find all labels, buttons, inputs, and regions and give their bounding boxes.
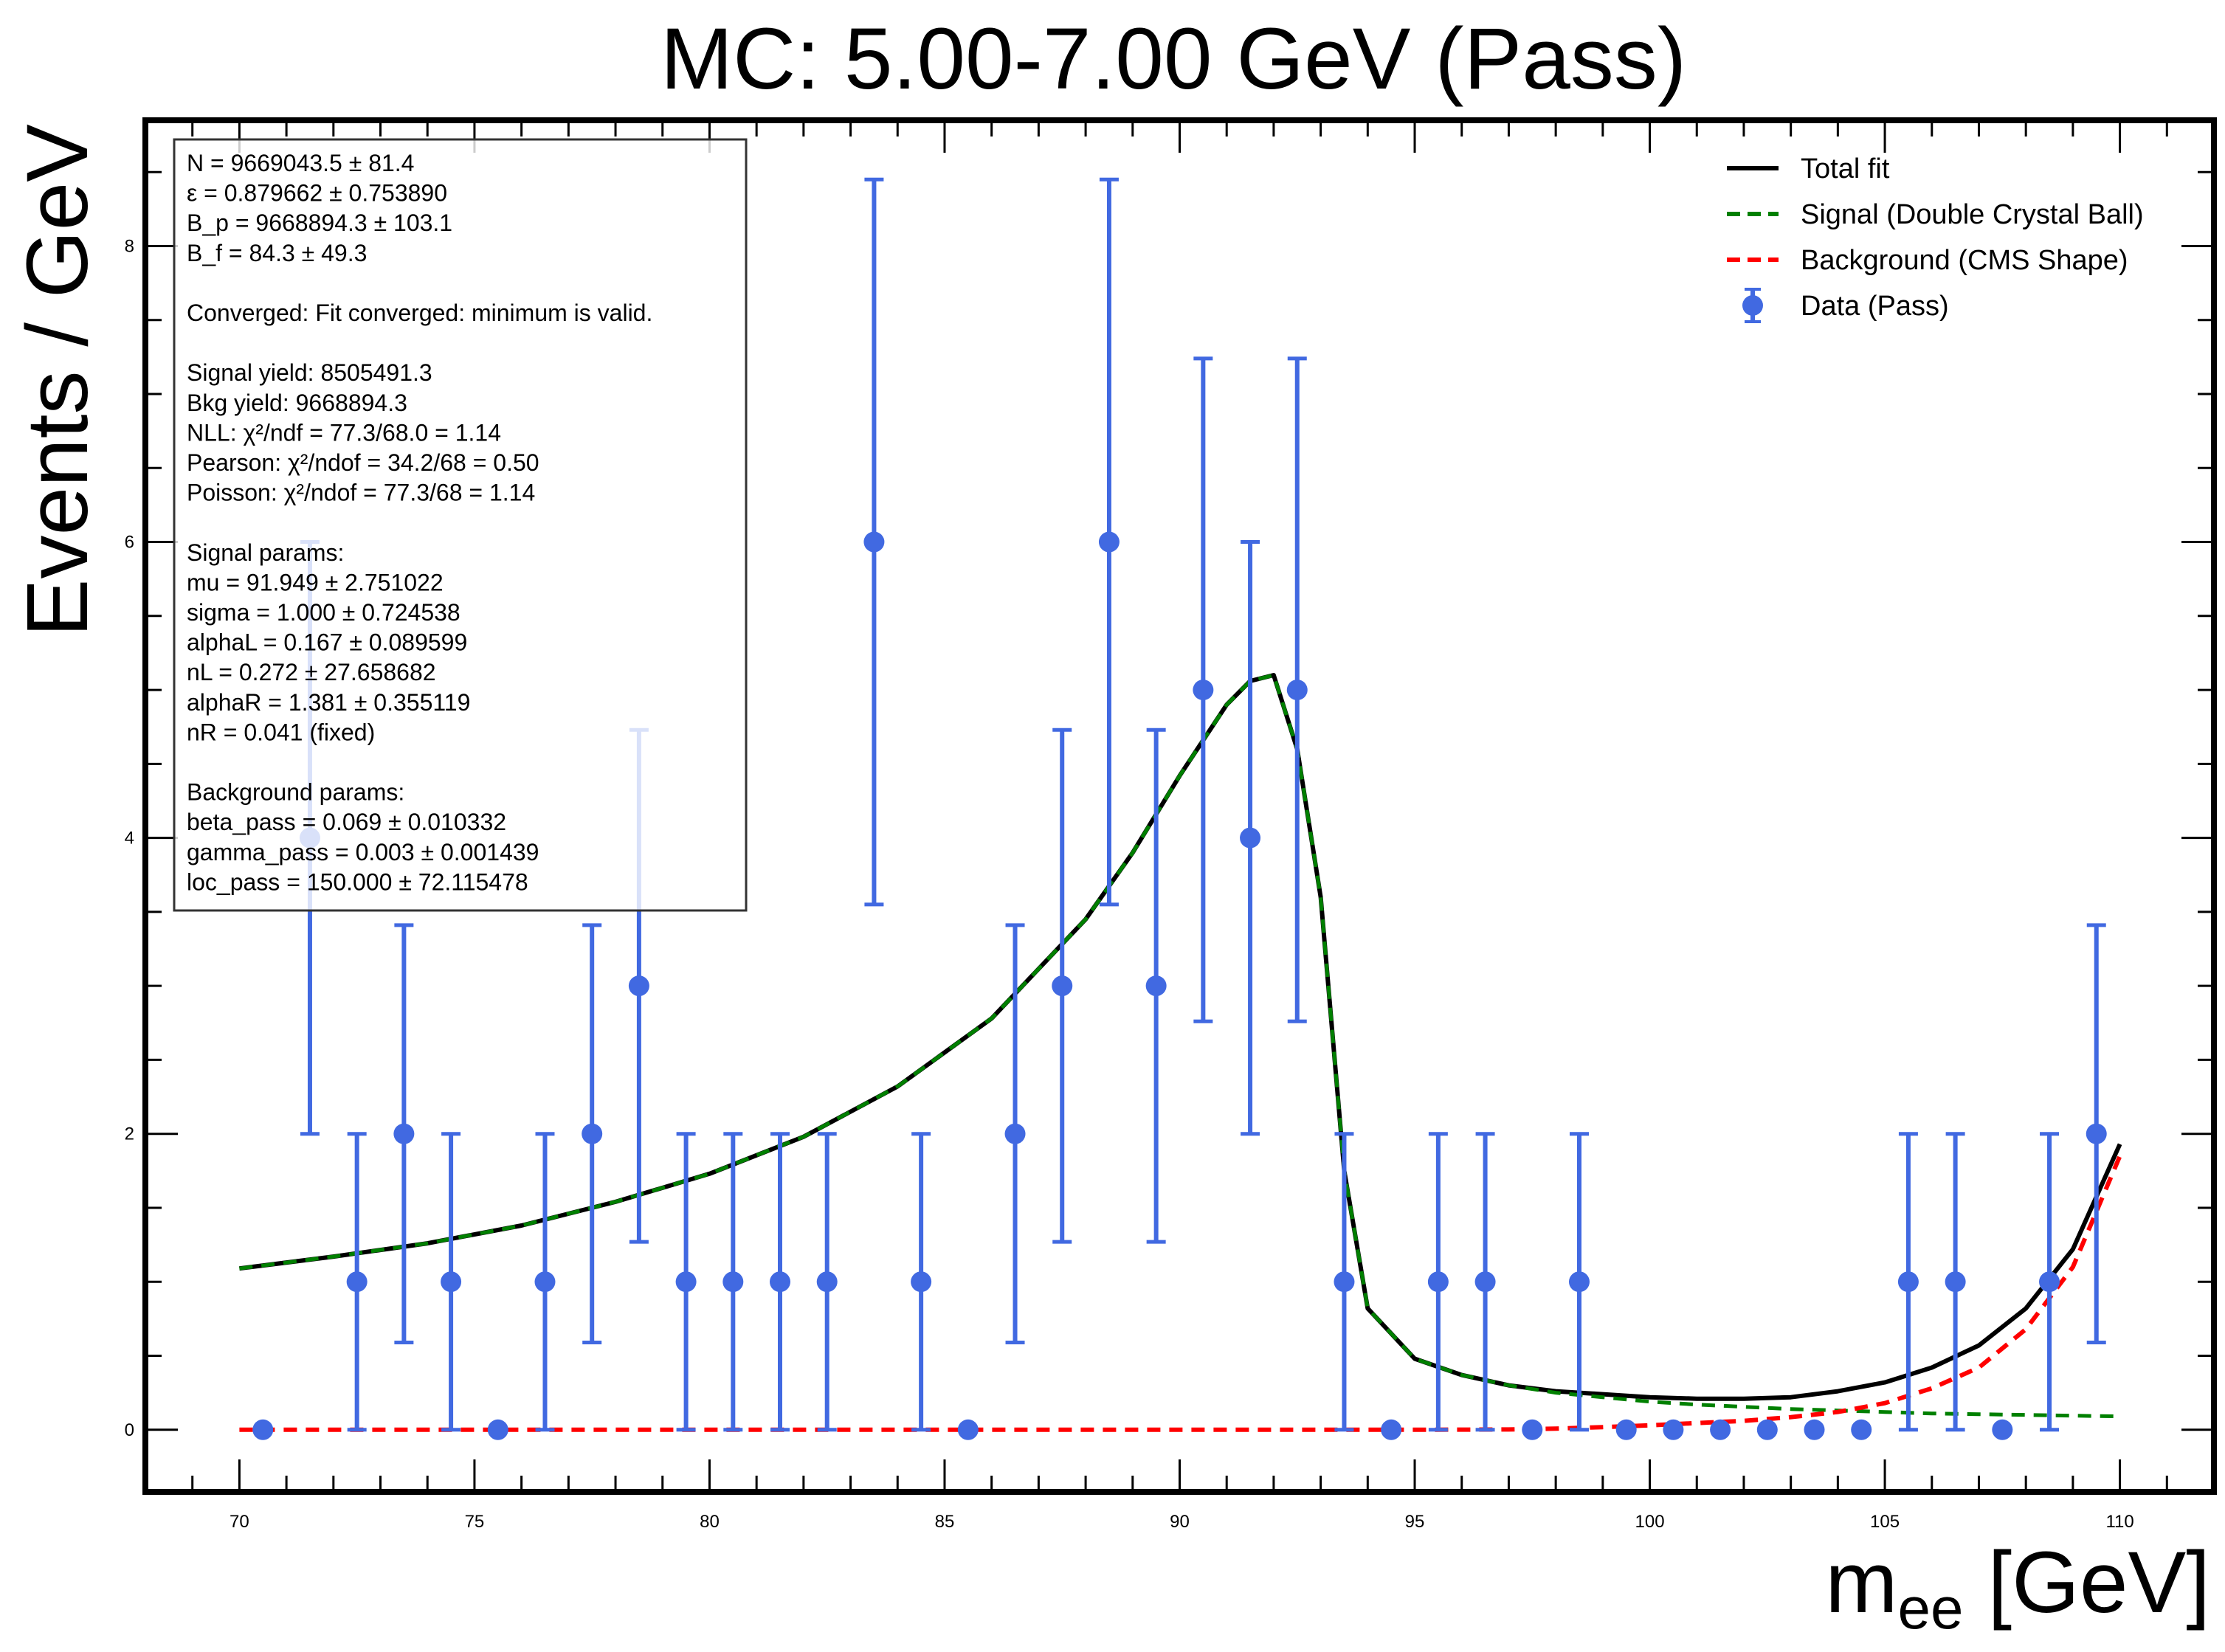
data-point (1992, 1419, 2013, 1440)
data-point (911, 1271, 932, 1293)
info-line: Pearson: χ²/ndof = 34.2/68 = 0.50 (187, 449, 539, 476)
legend-label: Data (Pass) (1801, 291, 1949, 322)
data-point (675, 1271, 697, 1293)
data-point (1004, 1123, 1026, 1144)
data-point (1851, 1419, 1872, 1440)
info-line: nL = 0.272 ± 27.658682 (187, 659, 436, 685)
data-point (1286, 680, 1308, 701)
info-box-lines: N = 9669043.5 ± 81.4 ε = 0.879662 ± 0.753… (187, 150, 652, 895)
x-tick-label: 80 (700, 1512, 720, 1532)
data-point (1615, 1419, 1637, 1440)
data-point (582, 1123, 603, 1144)
data-points (252, 177, 2107, 1440)
legend: Total fit Signal (Double Crystal Ball) Bac… (1727, 153, 2144, 323)
info-line: B_f = 84.3 ± 49.3 (187, 240, 367, 266)
data-point (346, 1271, 368, 1293)
x-axis-label-sub: ee (1898, 1575, 1964, 1641)
y-tick-label: 4 (125, 829, 134, 849)
info-line: B_p = 9668894.3 ± 103.1 (187, 210, 452, 236)
ticks-layer: 70 75 80 85 90 95 100 105 110 0 2 4 6 8 (125, 120, 2215, 1532)
data-point (1897, 1271, 1919, 1293)
x-axis-label: mee [GeV] (1825, 1534, 2210, 1641)
legend-label: Background (CMS Shape) (1801, 245, 2128, 276)
y-axis-label: Events / GeV (9, 124, 106, 637)
info-line: loc_pass = 150.000 ± 72.115478 (187, 868, 528, 895)
data-point (1522, 1419, 1543, 1440)
data-point (1710, 1419, 1731, 1440)
info-line: alphaR = 1.381 ± 0.355119 (187, 689, 470, 716)
x-tick-label: 95 (1405, 1512, 1425, 1532)
x-tick-label: 105 (1870, 1512, 1900, 1532)
y-tick-label: 2 (125, 1124, 134, 1144)
data-point (534, 1271, 556, 1293)
info-line: Signal params: (187, 539, 344, 566)
data-point (863, 531, 885, 553)
data-point (1945, 1271, 1966, 1293)
data-point (487, 1419, 508, 1440)
x-tick-label: 110 (2105, 1512, 2133, 1532)
data-point (393, 1123, 415, 1144)
data-point (1240, 827, 1261, 849)
info-line: Bkg yield: 9668894.3 (187, 390, 407, 416)
info-line: alphaL = 0.167 ± 0.089599 (187, 629, 467, 656)
info-line: gamma_pass = 0.003 ± 0.001439 (187, 839, 539, 865)
info-box-frame (173, 138, 748, 912)
data-point (770, 1271, 791, 1293)
legend-marker-point (1742, 295, 1763, 316)
x-tick-label: 75 (465, 1512, 485, 1532)
data-point (1663, 1419, 1684, 1440)
data-point (816, 1271, 838, 1293)
legend-label: Total fit (1801, 153, 1890, 184)
data-point (1381, 1419, 1402, 1440)
info-line: ε = 0.879662 ± 0.753890 (187, 180, 447, 207)
y-tick-label: 6 (125, 533, 134, 553)
data-point (441, 1271, 462, 1293)
x-axis-label-unit: [GeV] (1964, 1534, 2210, 1631)
data-point (1804, 1419, 1825, 1440)
info-line: sigma = 1.000 ± 0.724538 (187, 599, 460, 626)
legend-label: Signal (Double Crystal Ball) (1801, 199, 2144, 230)
info-line: NLL: χ²/ndf = 77.3/68.0 = 1.14 (187, 419, 501, 446)
info-line: Background params: (187, 779, 404, 806)
data-point (2086, 1123, 2107, 1144)
data-point (2039, 1271, 2060, 1293)
info-line: Converged: Fit converged: minimum is val… (187, 300, 652, 326)
data-point (1427, 1271, 1449, 1293)
data-point (252, 1419, 274, 1440)
info-line: N = 9669043.5 ± 81.4 (187, 150, 414, 176)
data-point (1474, 1271, 1496, 1293)
background-fit-curve (239, 1155, 2122, 1432)
data-point (1568, 1271, 1590, 1293)
data-point (957, 1419, 979, 1440)
data-point (1145, 975, 1167, 997)
data-point (1052, 975, 1073, 997)
info-line: mu = 91.949 ± 2.751022 (187, 569, 444, 595)
y-tick-label: 8 (125, 236, 134, 256)
info-line: beta_pass = 0.069 ± 0.010332 (187, 809, 506, 835)
info-line: Poisson: χ²/ndof = 77.3/68 = 1.14 (187, 480, 535, 506)
chart-title: MC: 5.00-7.00 GeV (Pass) (660, 10, 1686, 108)
info-line: nR = 0.041 (fixed) (187, 719, 375, 745)
data-point (1756, 1419, 1778, 1440)
x-axis-label-main: m (1825, 1534, 1897, 1631)
x-tick-label: 85 (935, 1512, 955, 1532)
data-point (628, 975, 649, 997)
x-tick-label: 90 (1170, 1512, 1190, 1532)
x-tick-label: 70 (230, 1512, 249, 1532)
x-tick-label: 100 (1635, 1512, 1665, 1532)
data-point (1334, 1271, 1355, 1293)
data-point (1193, 680, 1214, 701)
y-tick-label: 0 (125, 1420, 134, 1440)
fit-info-box: N = 9669043.5 ± 81.4 ε = 0.879662 ± 0.753… (173, 138, 748, 912)
data-point (1098, 531, 1120, 553)
data-point (722, 1271, 744, 1293)
info-line: Signal yield: 8505491.3 (187, 359, 432, 386)
